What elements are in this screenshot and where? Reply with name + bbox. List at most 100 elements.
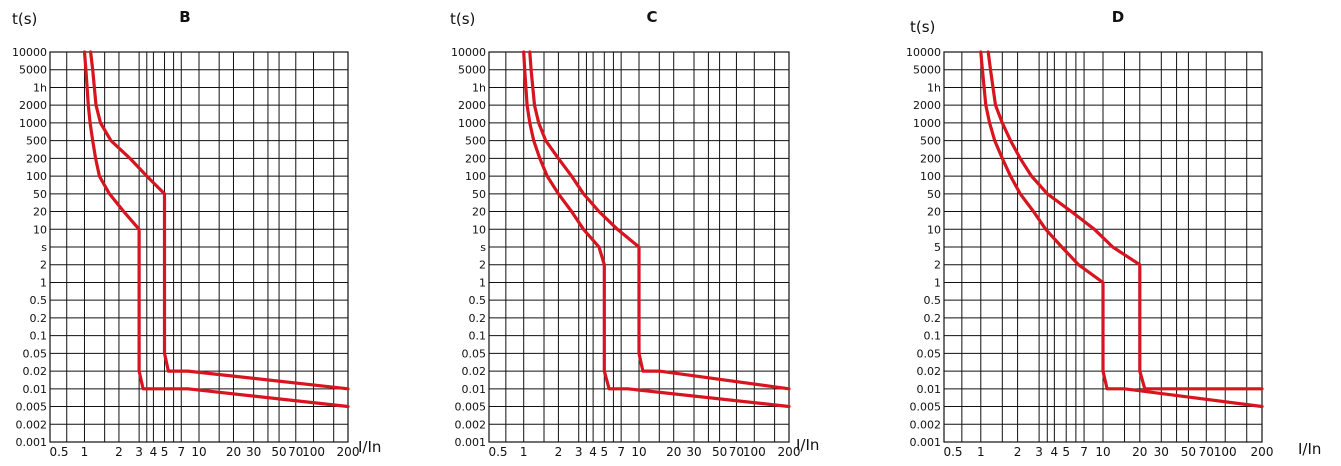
y-tick-label: 0.2 bbox=[469, 312, 487, 325]
x-tick-label: 100 bbox=[1214, 445, 1237, 459]
x-tick-label: 70 bbox=[1199, 445, 1214, 459]
y-tick-label: 0.5 bbox=[30, 294, 48, 307]
y-tick-label: 500 bbox=[465, 135, 486, 148]
x-tick-label: 20 bbox=[226, 445, 241, 459]
x-tick-label: 0.5 bbox=[488, 445, 507, 459]
y-tick-label: 20 bbox=[33, 206, 47, 219]
x-tick-label: 20 bbox=[666, 445, 681, 459]
y-tick-label: 500 bbox=[920, 135, 941, 148]
trip-curve-upper bbox=[528, 50, 791, 391]
y-tick-label: 5000 bbox=[19, 64, 47, 77]
y-axis-label: t(s) bbox=[910, 18, 935, 36]
y-tick-label: 2000 bbox=[458, 99, 486, 112]
y-tick-label: 0.1 bbox=[469, 330, 487, 343]
y-tick-label: 0.1 bbox=[924, 330, 942, 343]
x-tick-label: 1 bbox=[977, 445, 985, 459]
y-tick-label: 10000 bbox=[906, 46, 941, 59]
y-tick-label: 0.01 bbox=[917, 383, 942, 396]
x-tick-label: 50 bbox=[271, 445, 286, 459]
x-tick-label: 3 bbox=[135, 445, 143, 459]
y-tick-label: 0.005 bbox=[16, 401, 48, 414]
y-tick-label: 0.01 bbox=[23, 383, 48, 396]
y-tick-label: 100 bbox=[465, 170, 486, 183]
y-tick-label: 1h bbox=[472, 81, 486, 94]
x-tick-label: 7 bbox=[617, 445, 625, 459]
x-tick-label: 50 bbox=[1181, 445, 1196, 459]
y-tick-label: 0.5 bbox=[924, 294, 942, 307]
x-tick-label: 100 bbox=[302, 445, 325, 459]
trip-curve-lower bbox=[522, 50, 791, 409]
y-tick-label: 200 bbox=[26, 152, 47, 165]
x-tick-label: 10 bbox=[631, 445, 646, 459]
x-tick-label: 0.5 bbox=[49, 445, 68, 459]
x-tick-label: 30 bbox=[1154, 445, 1169, 459]
plot-frame bbox=[49, 51, 349, 443]
y-tick-label: 2 bbox=[934, 259, 941, 272]
y-tick-label: 1000 bbox=[458, 117, 486, 130]
trip-curve-lower bbox=[979, 50, 1264, 409]
y-tick-label: 100 bbox=[920, 170, 941, 183]
y-tick-label: 20 bbox=[472, 206, 486, 219]
chart-title: B bbox=[179, 8, 190, 26]
x-tick-label: 5 bbox=[1062, 445, 1070, 459]
y-tick-label: s bbox=[41, 241, 47, 254]
chart-c: 10000 5000 1h 2000 1000 500 200 100 50 20 10 s 2 1 0.5… bbox=[450, 8, 819, 459]
chart-title: D bbox=[1112, 8, 1124, 26]
x-tick-label: 4 bbox=[150, 445, 158, 459]
y-axis-label: t(s) bbox=[12, 10, 37, 28]
x-tick-label: 10 bbox=[1095, 445, 1110, 459]
chart-d: 10000 5000 1h 2000 1000 500 200 100 50 20 10 5 2 1 0.5… bbox=[906, 8, 1321, 459]
y-tick-label: 1000 bbox=[913, 117, 941, 130]
y-tick-label: 50 bbox=[927, 188, 941, 201]
y-tick-label: 1 bbox=[40, 276, 47, 289]
x-tick-label: 4 bbox=[1051, 445, 1059, 459]
y-tick-label: 0.02 bbox=[23, 365, 48, 378]
x-tick-label: 100 bbox=[743, 445, 766, 459]
x-tick-label: 3 bbox=[575, 445, 583, 459]
y-tick-label: 0.001 bbox=[16, 436, 48, 449]
y-tick-label: 50 bbox=[33, 188, 47, 201]
x-tick-label: 1 bbox=[81, 445, 89, 459]
y-tick-label: 0.02 bbox=[917, 365, 942, 378]
y-axis-label: t(s) bbox=[450, 10, 475, 28]
x-tick-label: 2 bbox=[555, 445, 563, 459]
y-tick-label: 5000 bbox=[458, 64, 486, 77]
trip-curve-upper bbox=[986, 50, 1264, 391]
chart-title: C bbox=[646, 8, 657, 26]
trip-curve-upper bbox=[89, 50, 350, 391]
y-tick-label: 2 bbox=[479, 259, 486, 272]
x-tick-label: 30 bbox=[246, 445, 261, 459]
x-tick-label: 70 bbox=[288, 445, 303, 459]
y-tick-label: 1 bbox=[479, 276, 486, 289]
y-tick-label: 0.001 bbox=[910, 436, 942, 449]
y-tick-label: 0.1 bbox=[30, 330, 48, 343]
y-tick-label: 2 bbox=[40, 259, 47, 272]
x-tick-label: 10 bbox=[191, 445, 206, 459]
y-tick-label: 2000 bbox=[19, 99, 47, 112]
y-tick-label: 1000 bbox=[19, 117, 47, 130]
y-tick-label: 200 bbox=[920, 152, 941, 165]
x-tick-label: 200 bbox=[778, 445, 801, 459]
y-tick-label: 0.5 bbox=[469, 294, 487, 307]
y-tick-label: 10 bbox=[927, 223, 941, 236]
y-tick-label: 1h bbox=[927, 81, 941, 94]
x-axis-label: I/In bbox=[796, 436, 819, 454]
y-tick-label: 1 bbox=[934, 276, 941, 289]
x-tick-label: 5 bbox=[600, 445, 608, 459]
x-tick-label: 50 bbox=[712, 445, 727, 459]
trip-curve-lower bbox=[82, 50, 350, 409]
y-tick-label: 10 bbox=[472, 223, 486, 236]
x-tick-label: 1 bbox=[520, 445, 528, 459]
y-tick-label: 0.01 bbox=[462, 383, 487, 396]
y-tick-label: 0.05 bbox=[917, 347, 942, 360]
y-tick-label: 10 bbox=[33, 223, 47, 236]
y-tick-label: 0.02 bbox=[462, 365, 487, 378]
y-tick-label: 1h bbox=[33, 81, 47, 94]
y-tick-label: s bbox=[480, 241, 486, 254]
x-axis-label: I/In bbox=[1298, 440, 1321, 458]
y-tick-label: 0.05 bbox=[462, 347, 487, 360]
y-tick-label: 50 bbox=[472, 188, 486, 201]
y-tick-label: 0.001 bbox=[455, 436, 487, 449]
x-axis-label: I/In bbox=[358, 438, 381, 456]
chart-b: 10000 5000 1h 2000 1000 500 200 100 50 20 10 s 2 1 0.5… bbox=[12, 8, 381, 459]
